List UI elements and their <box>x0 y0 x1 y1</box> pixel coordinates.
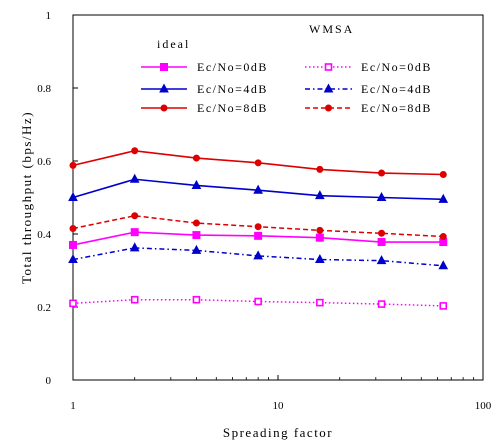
data-point <box>316 165 324 173</box>
legend-entry: Ec/No=4dB <box>305 82 432 96</box>
legend-label: Ec/No=8dB <box>197 101 268 115</box>
data-point <box>315 253 325 264</box>
y-axis-title: Total throughput (bps/Hz) <box>19 111 34 284</box>
data-point <box>254 159 262 167</box>
legend-marker <box>160 63 168 71</box>
data-point <box>376 255 387 265</box>
y-tick-label: 0.4 <box>37 229 51 241</box>
y-tick-label: 0.2 <box>37 302 51 314</box>
data-point <box>68 191 78 201</box>
data-point <box>254 223 262 231</box>
legend-entry: Ec/No=4dB <box>141 82 268 96</box>
y-tick-label: 0 <box>46 375 52 387</box>
axes: 0 0.2 0.4 0.6 0.8 1 1 10 100 <box>37 10 492 412</box>
data-point <box>376 191 387 201</box>
legend-entry: Ec/No=8dB <box>305 101 432 115</box>
data-point <box>377 300 386 308</box>
data-point <box>378 229 386 237</box>
data-point <box>378 169 386 177</box>
data-point <box>191 244 202 254</box>
data-point <box>192 154 200 162</box>
data-point <box>254 231 263 240</box>
data-point <box>254 297 262 306</box>
x-tick-label: 10 <box>273 400 285 412</box>
data-point <box>131 212 139 220</box>
data-point <box>69 161 77 169</box>
legend-entry: Ec/No=0dB <box>305 60 432 74</box>
legend-label: Ec/No=0dB <box>197 60 268 74</box>
legend-entry: Ec/No=8dB <box>141 101 268 115</box>
x-tick-label: 100 <box>475 400 492 412</box>
data-point <box>316 226 324 234</box>
legend-label: Ec/No=8dB <box>361 101 432 115</box>
legend-header-wmsa: WMSA <box>309 22 354 36</box>
legend-marker <box>323 83 334 93</box>
data-point <box>439 233 447 241</box>
y-tick-label: 0.8 <box>37 83 51 95</box>
x-tick-label: 1 <box>70 400 76 412</box>
series-wmsa-4 <box>68 242 449 270</box>
data-point <box>129 173 140 183</box>
y-tick-label: 1 <box>46 10 52 22</box>
series-wmsa-5 <box>69 212 447 241</box>
legend-header-ideal: ideal <box>157 37 190 51</box>
data-point <box>438 260 449 270</box>
data-point <box>253 250 263 260</box>
data-point <box>192 295 201 304</box>
legend-marker <box>324 63 333 71</box>
data-point <box>315 233 324 242</box>
legend-marker <box>325 104 332 112</box>
x-axis-title: Spreading factor <box>223 425 333 440</box>
data-point <box>253 184 263 194</box>
series-ideal-2 <box>69 147 447 179</box>
series-wmsa-3 <box>69 295 448 310</box>
data-point <box>438 193 449 203</box>
data-point <box>316 298 324 307</box>
y-tick-label: 0.6 <box>37 156 51 168</box>
legend-label: Ec/No=4dB <box>197 82 268 96</box>
data-point <box>69 240 77 249</box>
data-point <box>315 190 325 200</box>
data-point <box>131 147 139 155</box>
series-layer <box>68 147 449 310</box>
data-point <box>192 231 201 240</box>
legend: ideal WMSA Ec/No=0dB Ec/No=4dB Ec/No=8dB Ec/N… <box>141 22 432 115</box>
series-ideal-1 <box>68 173 449 203</box>
legend-label: Ec/No=4dB <box>361 82 432 96</box>
data-point <box>69 299 77 308</box>
legend-label: Ec/No=0dB <box>361 60 432 74</box>
legend-marker <box>160 104 168 112</box>
data-point <box>69 225 77 233</box>
data-point <box>130 228 139 237</box>
data-point <box>377 238 386 247</box>
data-point <box>191 179 202 189</box>
data-point <box>130 295 139 304</box>
data-point <box>129 242 140 252</box>
series-ideal-0 <box>69 228 448 249</box>
data-point <box>192 219 200 227</box>
data-point <box>439 302 448 310</box>
legend-marker <box>159 83 169 93</box>
legend-entry: Ec/No=0dB <box>141 60 268 74</box>
data-point <box>68 253 78 264</box>
data-point <box>439 171 447 179</box>
